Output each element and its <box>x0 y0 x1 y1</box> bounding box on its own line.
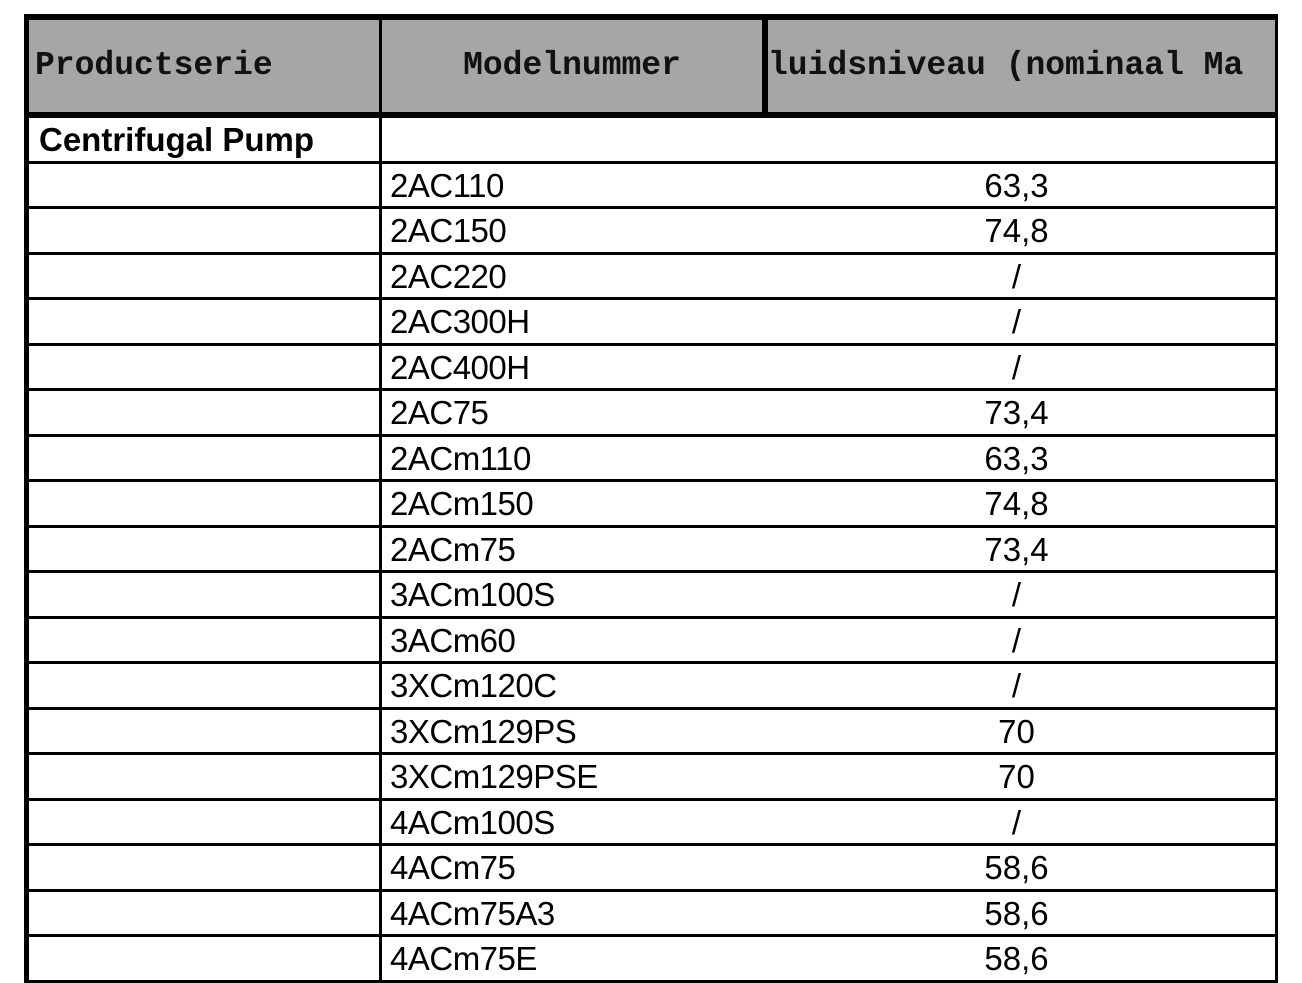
cell-productserie[interactable] <box>29 254 382 297</box>
table-row: 2AC75 73,4 <box>29 391 1275 437</box>
cell-modelnummer[interactable]: 4ACm75 <box>390 849 516 886</box>
cell-geluidsniveau[interactable]: 74,8 <box>984 212 1049 249</box>
cell-modelnummer[interactable]: 4ACm100S <box>390 803 555 841</box>
table-row: 4ACm75E 58,6 <box>29 937 1275 983</box>
cell-geluidsniveau[interactable]: 58,6 <box>984 940 1049 977</box>
cell-modelnummer[interactable]: 3XCm129PS <box>390 712 577 750</box>
table-row: 2AC300H / <box>29 300 1275 346</box>
cell-geluidsniveau[interactable]: 58,6 <box>984 894 1049 932</box>
header-geluidsniveau[interactable]: luidsniveau (nominaal Ma <box>768 47 1244 84</box>
table-row: 2ACm75 73,4 <box>29 527 1275 573</box>
cell-productserie[interactable] <box>29 209 382 252</box>
cell-modelnummer[interactable]: 2ACm75 <box>390 530 516 568</box>
cell-empty[interactable] <box>382 118 768 161</box>
cell-productserie[interactable] <box>29 482 382 525</box>
cell-geluidsniveau[interactable]: / <box>1011 803 1022 841</box>
cell-productserie[interactable] <box>29 391 382 434</box>
table-row: 2AC400H / <box>29 345 1275 391</box>
cell-geluidsniveau[interactable]: 73,4 <box>984 530 1049 568</box>
cell-geluidsniveau[interactable]: / <box>1011 257 1022 295</box>
cell-productserie[interactable] <box>29 436 382 479</box>
table-row: 2ACm110 63,3 <box>29 436 1275 482</box>
cell-modelnummer[interactable]: 2AC300H <box>390 303 530 340</box>
cell-modelnummer[interactable]: 3ACm60 <box>390 621 516 659</box>
group-row: Centrifugal Pump <box>29 118 1275 164</box>
table-row: 4ACm75 58,6 <box>29 846 1275 892</box>
cell-modelnummer[interactable]: 3XCm129PSE <box>390 758 598 795</box>
cell-productserie[interactable] <box>29 618 382 661</box>
table-header: Productserie Modelnummer luidsniveau (no… <box>29 14 1275 118</box>
table-row: 2AC220 / <box>29 254 1275 300</box>
table-row: 3ACm100S / <box>29 573 1275 619</box>
table-row: 3XCm120C / <box>29 664 1275 710</box>
cell-productserie[interactable] <box>29 573 382 616</box>
cell-empty[interactable] <box>768 118 1275 161</box>
cell-productserie[interactable] <box>29 891 382 934</box>
cell-productserie[interactable] <box>29 163 382 206</box>
cell-geluidsniveau[interactable]: 58,6 <box>984 849 1049 886</box>
cell-modelnummer[interactable]: 4ACm75E <box>390 940 537 977</box>
cell-productserie[interactable] <box>29 300 382 343</box>
cell-modelnummer[interactable]: 4ACm75A3 <box>390 894 555 932</box>
table-row: 3ACm60 / <box>29 618 1275 664</box>
cell-geluidsniveau[interactable]: / <box>1011 576 1022 613</box>
table-row: 4ACm100S / <box>29 800 1275 846</box>
cell-modelnummer[interactable]: 2ACm150 <box>390 485 534 522</box>
cell-productserie[interactable] <box>29 755 382 798</box>
cell-productserie[interactable] <box>29 846 382 889</box>
cell-geluidsniveau[interactable]: 74,8 <box>984 485 1049 522</box>
cell-productserie[interactable] <box>29 527 382 570</box>
cell-geluidsniveau[interactable]: 70 <box>998 758 1035 795</box>
cell-geluidsniveau[interactable]: 63,3 <box>984 439 1049 477</box>
cell-modelnummer[interactable]: 2AC110 <box>390 166 504 204</box>
cell-modelnummer[interactable]: 3ACm100S <box>390 576 555 613</box>
cell-modelnummer[interactable]: 2AC75 <box>390 394 489 431</box>
cell-geluidsniveau[interactable]: / <box>1011 621 1022 659</box>
cell-productserie[interactable] <box>29 937 382 980</box>
cell-modelnummer[interactable]: 2ACm110 <box>390 439 531 477</box>
cell-modelnummer[interactable]: 2AC400H <box>390 348 530 386</box>
cell-geluidsniveau[interactable]: / <box>1011 303 1022 340</box>
cell-productserie[interactable] <box>29 345 382 388</box>
table-row: 3XCm129PS 70 <box>29 709 1275 755</box>
table-row: 3XCm129PSE 70 <box>29 755 1275 801</box>
table-row: 2AC110 63,3 <box>29 163 1275 209</box>
cell-modelnummer[interactable]: 2AC150 <box>390 212 507 249</box>
cell-geluidsniveau[interactable]: / <box>1011 667 1022 704</box>
cell-productserie[interactable] <box>29 709 382 752</box>
cell-productserie[interactable] <box>29 664 382 707</box>
header-productserie[interactable]: Productserie <box>29 20 382 112</box>
cell-geluidsniveau[interactable]: 63,3 <box>984 166 1049 204</box>
cell-modelnummer[interactable]: 3XCm120C <box>390 667 557 704</box>
cell-modelnummer[interactable]: 2AC220 <box>390 257 507 295</box>
cell-geluidsniveau[interactable]: 70 <box>998 712 1035 750</box>
cell-geluidsniveau[interactable]: / <box>1011 348 1022 386</box>
table-row: 2ACm150 74,8 <box>29 482 1275 528</box>
header-modelnummer[interactable]: Modelnummer <box>382 20 768 112</box>
table-row: 4ACm75A3 58,6 <box>29 891 1275 937</box>
product-table: Productserie Modelnummer luidsniveau (no… <box>24 14 1278 983</box>
cell-productserie[interactable] <box>29 800 382 843</box>
cell-geluidsniveau[interactable]: 73,4 <box>984 394 1049 431</box>
table-row: 2AC150 74,8 <box>29 209 1275 255</box>
cell-productserie[interactable]: Centrifugal Pump <box>29 118 382 161</box>
